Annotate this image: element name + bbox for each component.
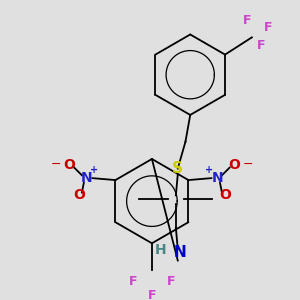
Text: −: −	[242, 158, 253, 171]
Text: O: O	[73, 188, 85, 203]
Text: O: O	[228, 158, 240, 172]
Text: −: −	[51, 158, 61, 171]
Text: +: +	[206, 164, 214, 175]
Text: N: N	[173, 245, 186, 260]
Text: F: F	[257, 38, 266, 52]
Text: N: N	[81, 171, 92, 185]
Text: S: S	[172, 161, 183, 176]
Text: F: F	[167, 275, 175, 288]
Text: F: F	[243, 14, 251, 27]
Text: F: F	[148, 289, 156, 300]
Text: F: F	[128, 275, 137, 288]
Text: F: F	[264, 21, 272, 34]
Text: O: O	[219, 188, 231, 203]
Text: H: H	[155, 243, 166, 257]
Text: N: N	[211, 171, 223, 185]
Text: O: O	[64, 158, 75, 172]
Text: +: +	[90, 164, 98, 175]
